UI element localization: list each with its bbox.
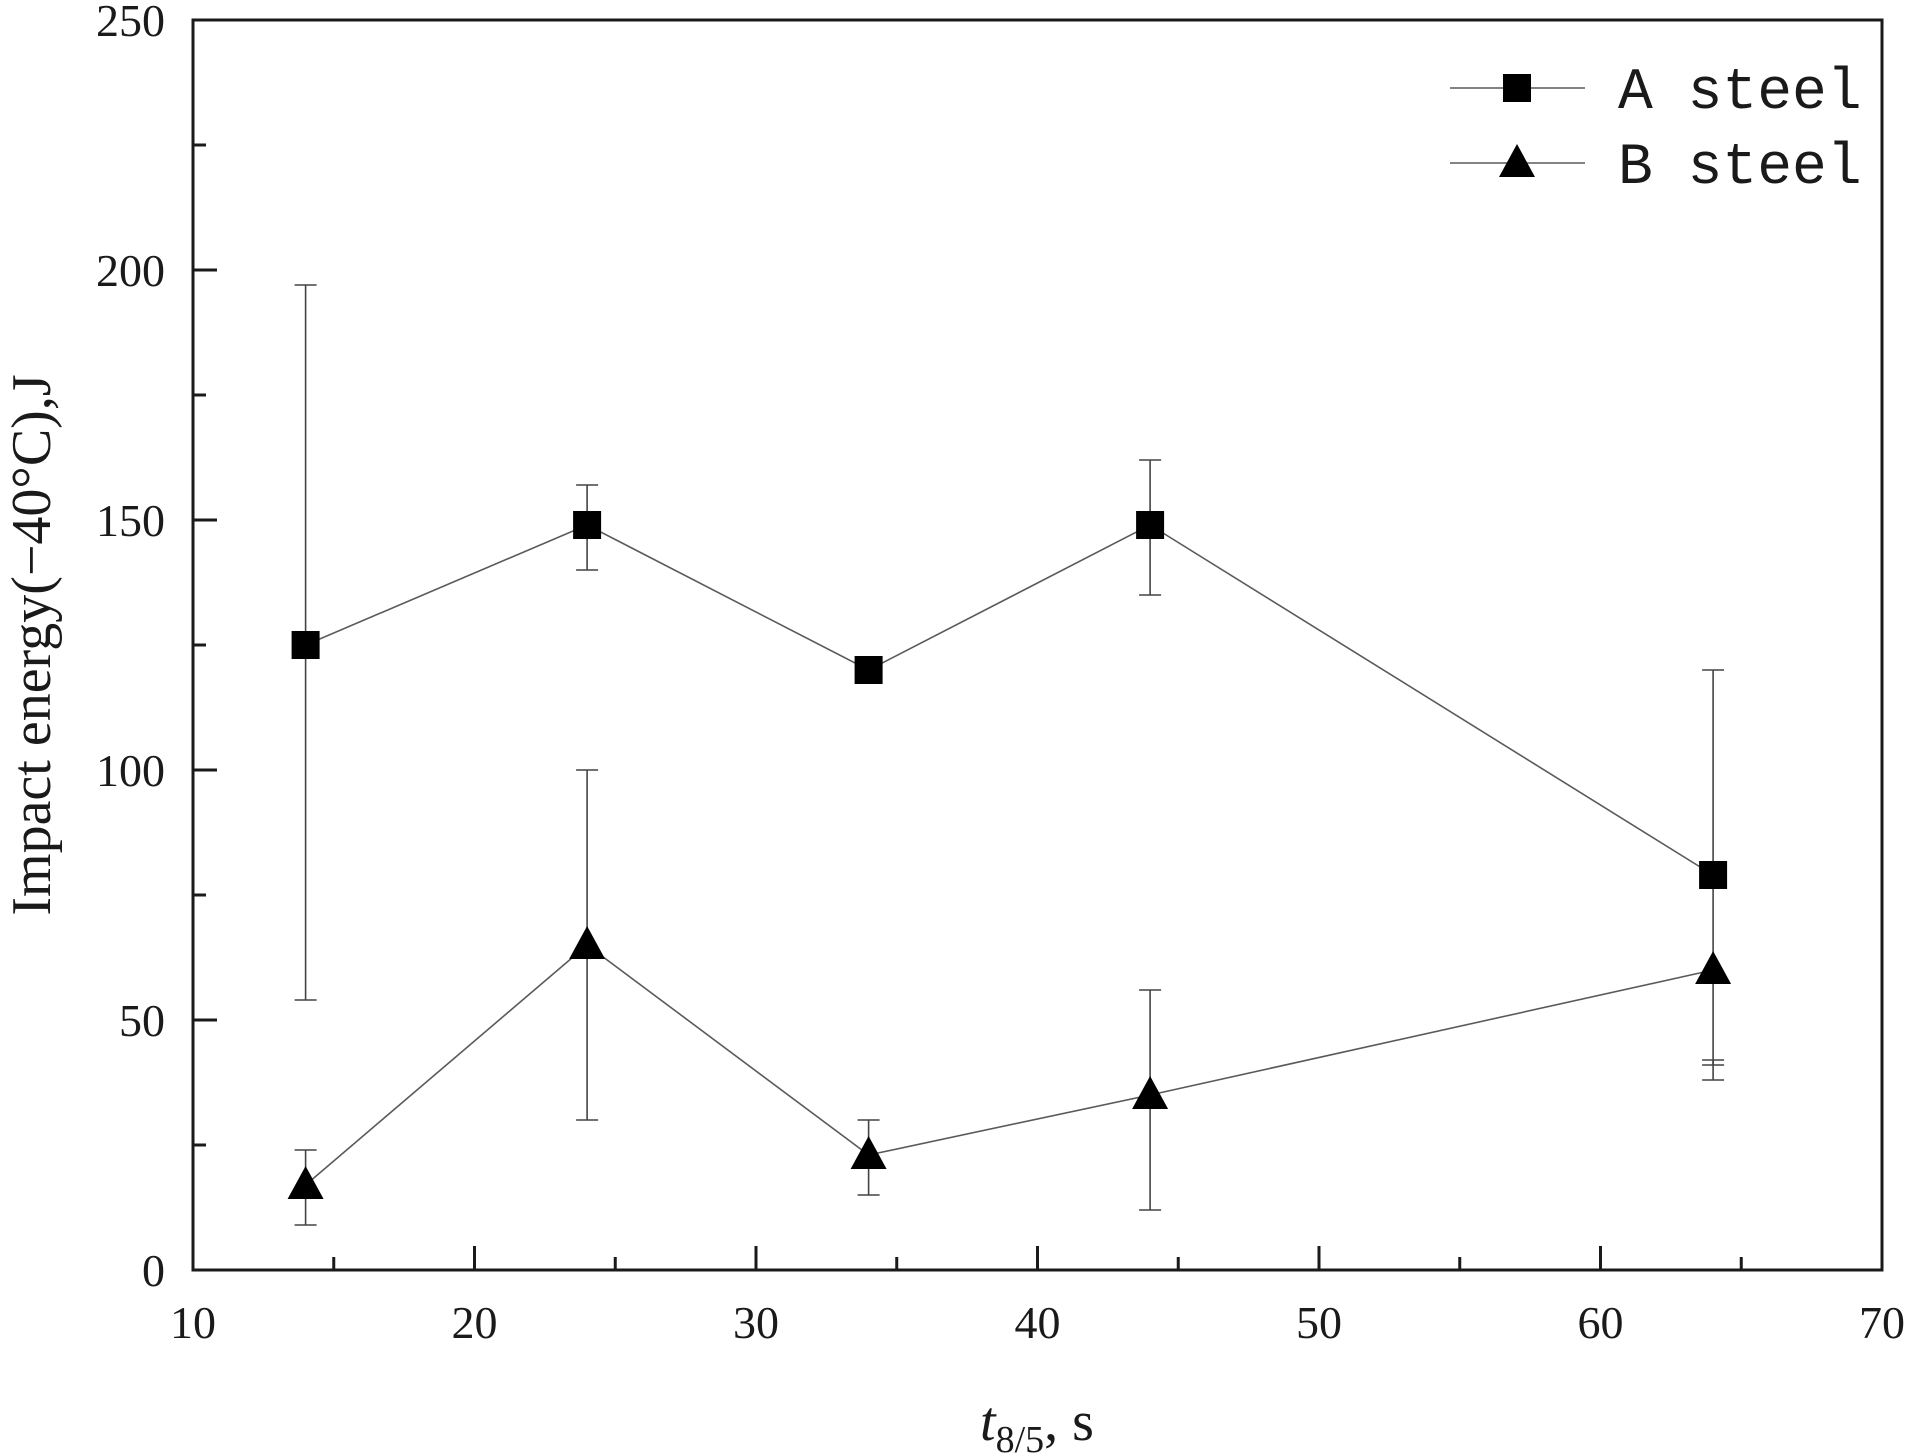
x-tick-label-40: 40 bbox=[1015, 1297, 1061, 1348]
series-line-0 bbox=[305, 524, 1714, 876]
data-point bbox=[291, 631, 320, 659]
data-point bbox=[1695, 951, 1732, 984]
data-point bbox=[1132, 1076, 1169, 1109]
data-point bbox=[573, 511, 602, 539]
y-tick-label-200: 200 bbox=[96, 245, 165, 296]
series-line-1 bbox=[305, 943, 1714, 1186]
x-axis-title-subscript: 8/5 bbox=[996, 1419, 1045, 1456]
y-tick-label-100: 100 bbox=[96, 745, 165, 796]
data-point bbox=[1699, 861, 1728, 889]
x-axis-title: t8/5, s bbox=[980, 1391, 1094, 1456]
y-tick-label-0: 0 bbox=[142, 1245, 165, 1296]
data-point bbox=[850, 1136, 887, 1169]
x-tick-label-30: 30 bbox=[733, 1297, 779, 1348]
y-axis-title: Impact energy(−40°C),J bbox=[1, 374, 63, 915]
data-point bbox=[569, 926, 606, 959]
legend-marker bbox=[1499, 144, 1535, 177]
y-tick-label-50: 50 bbox=[119, 995, 165, 1046]
legend-marker bbox=[1503, 74, 1531, 102]
x-axis-title-main: t bbox=[980, 1391, 997, 1453]
series-0 bbox=[291, 284, 1728, 1081]
x-tick-label-10: 10 bbox=[170, 1297, 216, 1348]
legend: A steel B steel bbox=[1450, 61, 1862, 201]
data-point bbox=[287, 1166, 324, 1199]
x-tick-label-60: 60 bbox=[1578, 1297, 1624, 1348]
legend-label: A steel bbox=[1618, 61, 1862, 126]
y-tick-label-250: 250 bbox=[96, 0, 165, 46]
legend-label: B steel bbox=[1618, 136, 1862, 201]
x-tick-label-20: 20 bbox=[452, 1297, 498, 1348]
x-tick-label-70: 70 bbox=[1859, 1297, 1905, 1348]
data-point bbox=[1136, 511, 1165, 539]
plot-frame bbox=[191, 18, 1884, 1272]
y-tick-label-150: 150 bbox=[96, 495, 165, 546]
x-tick-label-50: 50 bbox=[1296, 1297, 1342, 1348]
series-1 bbox=[287, 769, 1732, 1226]
x-axis-title-suffix: , s bbox=[1044, 1391, 1094, 1453]
data-point bbox=[854, 656, 883, 684]
